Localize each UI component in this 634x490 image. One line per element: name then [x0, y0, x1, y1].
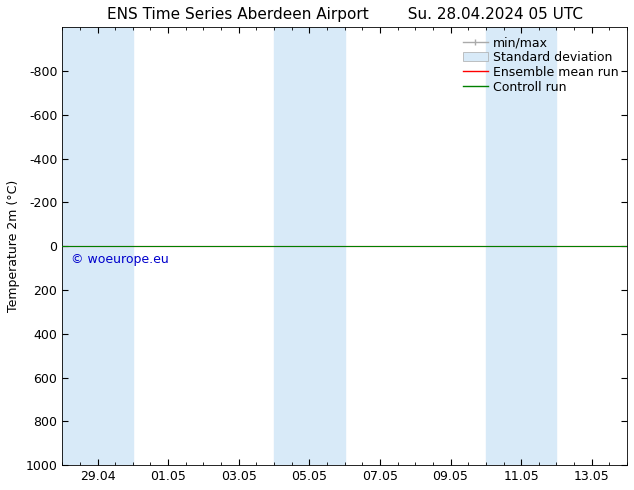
- Y-axis label: Temperature 2m (°C): Temperature 2m (°C): [7, 180, 20, 312]
- Bar: [98, 27, 133, 465]
- Bar: [62, 27, 98, 465]
- Bar: [486, 27, 521, 465]
- Bar: [274, 27, 309, 465]
- Title: ENS Time Series Aberdeen Airport        Su. 28.04.2024 05 UTC: ENS Time Series Aberdeen Airport Su. 28.…: [107, 7, 583, 22]
- Bar: [309, 27, 345, 465]
- Legend: min/max, Standard deviation, Ensemble mean run, Controll run: min/max, Standard deviation, Ensemble me…: [460, 33, 621, 96]
- Text: © woeurope.eu: © woeurope.eu: [71, 253, 169, 266]
- Bar: [521, 27, 557, 465]
